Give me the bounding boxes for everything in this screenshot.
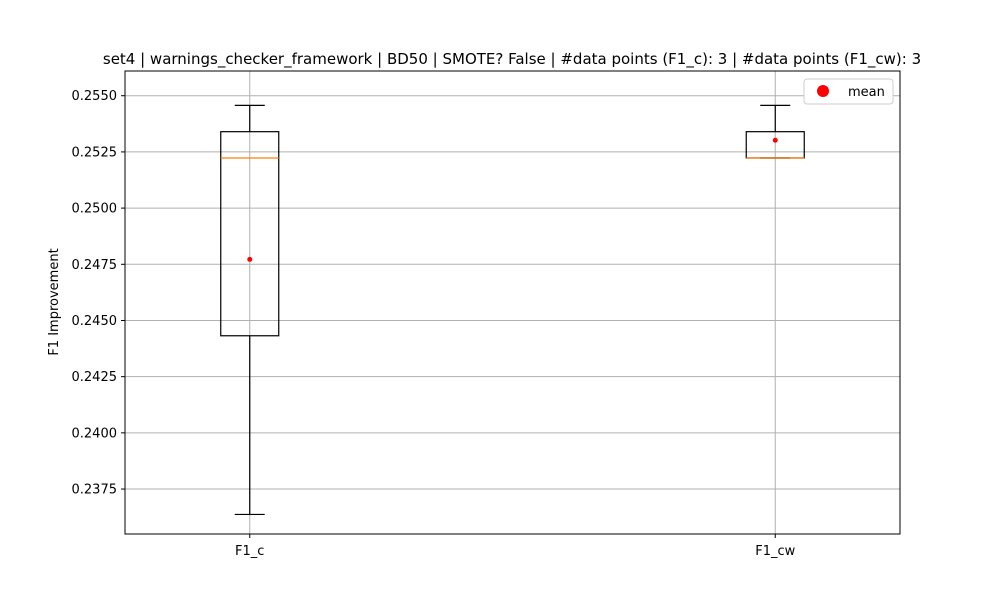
- mean-marker: [247, 256, 253, 262]
- legend: mean: [803, 78, 894, 105]
- y-tick-label: 0.2525: [72, 145, 118, 160]
- y-axis-label: F1 Improvement: [47, 248, 62, 355]
- x-axis: F1_c F1_cw: [235, 534, 796, 559]
- legend-frame: [803, 78, 894, 105]
- plot-frame: [124, 70, 901, 535]
- legend-mean-marker: [817, 85, 829, 97]
- y-tick-label: 0.2375: [72, 483, 118, 498]
- y-tick-label: 0.2550: [72, 89, 118, 104]
- x-tick-label: F1_cw: [755, 544, 795, 559]
- y-tick-label: 0.2400: [72, 426, 118, 441]
- y-tick-label: 0.2425: [72, 370, 118, 385]
- x-tick-label: F1_c: [235, 544, 264, 559]
- legend-mean-label: mean: [848, 85, 885, 100]
- box-iqr: [220, 131, 280, 337]
- mean-marker: [772, 137, 778, 143]
- chart-title: set4 | warnings_checker_framework | BD50…: [103, 50, 921, 69]
- y-tick-label: 0.2450: [72, 314, 118, 329]
- box-F1_c: [220, 104, 280, 516]
- grid-lines: [125, 71, 900, 534]
- y-tick-label: 0.2500: [72, 202, 118, 217]
- box-F1_cw: [745, 104, 805, 159]
- y-tick-label: 0.2475: [72, 258, 118, 273]
- boxes-group: [220, 104, 805, 516]
- y-axis: 0.2375 0.2400 0.2425 0.2450 0.2475 0.2500 0.25…: [72, 89, 125, 498]
